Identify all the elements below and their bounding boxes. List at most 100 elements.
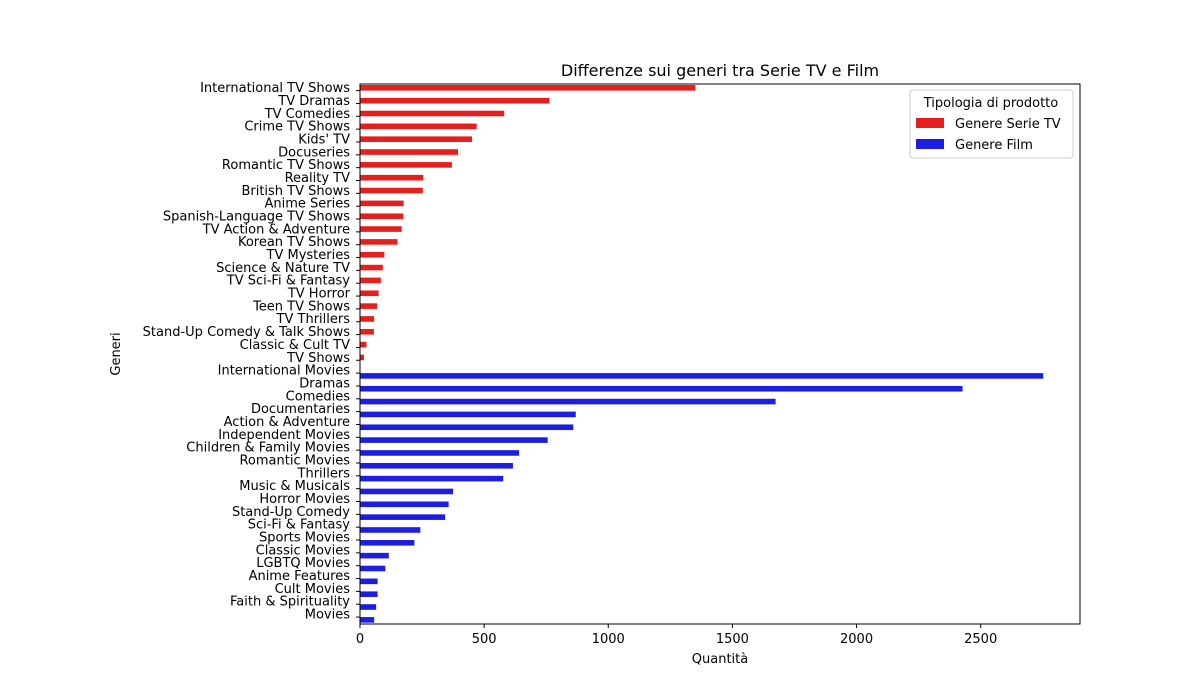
x-tick-label: 2000 [840,632,873,647]
bar-science-nature-tv [360,264,383,271]
y-tick-label: Movies [305,608,350,623]
legend-label-film: Genere Film [955,138,1033,153]
y-tick-label: Docuseries [278,145,350,160]
bar-crime-tv-shows [360,123,477,130]
bar-tv-horror [360,290,379,297]
y-tick-label: Horror Movies [259,492,350,507]
y-tick-label: TV Thrillers [276,312,351,327]
bar-cult-movies [360,591,378,597]
y-tick-label: International Movies [218,364,351,379]
y-tick-label: Children & Family Movies [186,441,350,456]
legend-swatch-serie-tv [916,118,944,128]
y-tick-label: Music & Musicals [239,479,350,494]
y-tick-label: TV Dramas [277,94,350,109]
y-tick-label: Crime TV Shows [244,120,350,135]
x-tick-label: 500 [472,632,497,647]
bar-kids-tv [360,136,472,142]
y-tick-label: Action & Adventure [224,415,350,430]
bar-stand-up-comedy-talk-shows [360,328,374,335]
bar-sci-fi-fantasy [360,527,421,533]
y-tick-label: Romantic TV Shows [222,158,350,173]
bar-music-musicals [360,488,454,495]
bar-international-tv-shows [360,85,696,91]
bar-faith-spirituality [360,604,377,610]
bar-dramas [360,385,963,392]
legend-label-serie-tv: Genere Serie TV [955,117,1061,132]
bar-romantic-tv-shows [360,162,452,168]
bar-tv-shows [360,354,364,361]
bar-korean-tv-shows [360,239,398,245]
x-tick-labels: 0 500 1000 1500 2000 2500 [356,624,997,647]
bar-action-adventure [360,424,574,431]
y-tick-label: Classic Movies [256,543,351,558]
bar-tv-dramas [360,97,550,104]
y-tick-label: Stand-Up Comedy & Talk Shows [143,325,351,340]
bar-tv-mysteries [360,251,385,258]
y-tick-label: Kids' TV [298,132,350,147]
y-axis-title: Generi [109,332,124,375]
x-tick-label: 0 [356,632,364,647]
y-tick-label: TV Sci-Fi & Fantasy [226,274,351,289]
x-axis-title: Quantità [692,652,748,667]
bar-reality-tv [360,174,424,181]
bar-tv-sci-fi-fantasy [360,277,381,284]
bar-spanish-language-tv-shows [360,213,404,220]
bar-sports-movies [360,540,415,546]
y-tick-label: Thrillers [297,466,351,481]
bars-group [360,85,1044,623]
y-tick-label: Korean TV Shows [238,235,350,250]
y-tick-label: Sports Movies [259,531,350,546]
y-tick-label: British TV Shows [241,184,350,199]
bar-tv-action-adventure [360,226,402,232]
y-tick-label: TV Comedies [264,107,351,122]
legend-swatch-film [916,139,944,149]
legend-frame [909,89,1074,159]
bar-tv-comedies [360,110,505,117]
legend-title: Tipologia di prodotto [923,96,1059,111]
x-tick-label: 2500 [964,632,997,647]
bar-tv-thrillers [360,316,375,322]
y-tick-label: TV Mysteries [266,248,351,263]
y-tick-label: Sci-Fi & Fantasy [248,518,351,533]
y-tick-label: Romantic Movies [239,453,350,468]
chart-title: Differenze sui generi tra Serie TV e Fil… [561,61,879,80]
y-tick-label: Dramas [299,376,350,391]
bar-classic-movies [360,552,389,559]
y-tick-label: Science & Nature TV [216,261,350,276]
bar-british-tv-shows [360,187,423,194]
bar-comedies [360,398,776,405]
y-tick-label: Anime Features [249,569,351,584]
x-tick-label: 1500 [716,632,749,647]
y-tick-label: Cult Movies [275,582,351,597]
bar-lgbtq-movies [360,565,386,572]
y-tick-label: Reality TV [285,171,351,186]
y-tick-label: Faith & Spirituality [230,595,350,610]
y-tick-label: Documentaries [251,402,350,417]
bar-movies [360,617,375,623]
y-tick-label: International TV Shows [200,81,350,96]
y-tick-label: TV Shows [286,351,350,366]
y-tick-label: TV Horror [287,287,351,302]
legend: Tipologia di prodotto Genere Serie TV Ge… [909,89,1074,159]
y-tick-label: Classic & Cult TV [240,338,350,353]
bar-international-movies [360,373,1044,379]
y-tick-label: Teen TV Shows [252,299,350,314]
plot-frame [359,83,1081,625]
bar-docuseries [360,149,459,155]
bar-thrillers [360,475,504,482]
y-tick-label: Anime Series [264,197,350,212]
x-tick-label: 1000 [592,632,625,647]
y-tick-label: Independent Movies [218,428,350,443]
bar-documentaries [360,411,576,418]
bar-classic-cult-tv [360,341,367,348]
bar-romantic-movies [360,462,513,469]
y-tick-label: TV Action & Adventure [202,222,350,237]
bar-anime-features [360,578,378,585]
bar-anime-series [360,200,404,207]
y-tick-label: Spanish-Language TV Shows [163,210,350,225]
y-tick-label: Comedies [286,389,351,404]
bar-independent-movies [360,437,548,443]
bar-horror-movies [360,501,449,508]
bar-children-family-movies [360,450,520,456]
